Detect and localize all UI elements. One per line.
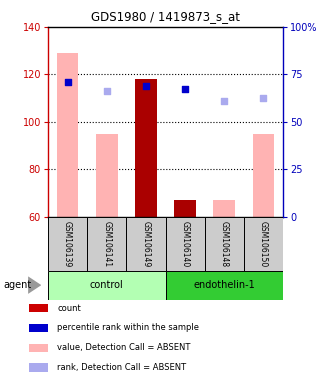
Bar (174, 200, 196, 217)
Text: GSM106139: GSM106139 (63, 221, 72, 267)
Bar (48, 271, 166, 300)
Text: control: control (90, 280, 123, 290)
Bar (166, 217, 205, 271)
Point (182, 86, 188, 92)
Bar (87, 217, 126, 271)
Bar (166, 271, 283, 300)
Bar (244, 217, 283, 271)
Point (104, 88, 109, 94)
Bar (135, 79, 157, 217)
Text: GSM106140: GSM106140 (181, 221, 190, 267)
Text: GDS1980 / 1419873_s_at: GDS1980 / 1419873_s_at (91, 10, 240, 23)
Bar (29, 304, 48, 312)
Text: GSM106149: GSM106149 (141, 221, 150, 267)
Text: GSM106148: GSM106148 (220, 221, 229, 267)
Text: agent: agent (3, 280, 31, 290)
Bar (213, 200, 235, 217)
Point (261, 95, 266, 101)
Text: value, Detection Call = ABSENT: value, Detection Call = ABSENT (58, 343, 191, 352)
Bar (96, 134, 118, 217)
Text: endothelin-1: endothelin-1 (193, 280, 255, 290)
Bar (48, 217, 87, 271)
Text: GSM106141: GSM106141 (102, 221, 111, 267)
Point (222, 98, 227, 104)
Text: rank, Detection Call = ABSENT: rank, Detection Call = ABSENT (58, 363, 187, 372)
Bar (29, 344, 48, 352)
Bar (126, 217, 166, 271)
Point (143, 83, 149, 89)
Bar (253, 134, 274, 217)
Bar (29, 363, 48, 372)
Text: GSM106150: GSM106150 (259, 221, 268, 267)
Bar (57, 53, 78, 217)
Bar (29, 324, 48, 332)
Text: count: count (58, 303, 81, 313)
Bar (205, 217, 244, 271)
Point (65, 78, 70, 84)
Text: percentile rank within the sample: percentile rank within the sample (58, 323, 200, 333)
Polygon shape (28, 276, 41, 294)
